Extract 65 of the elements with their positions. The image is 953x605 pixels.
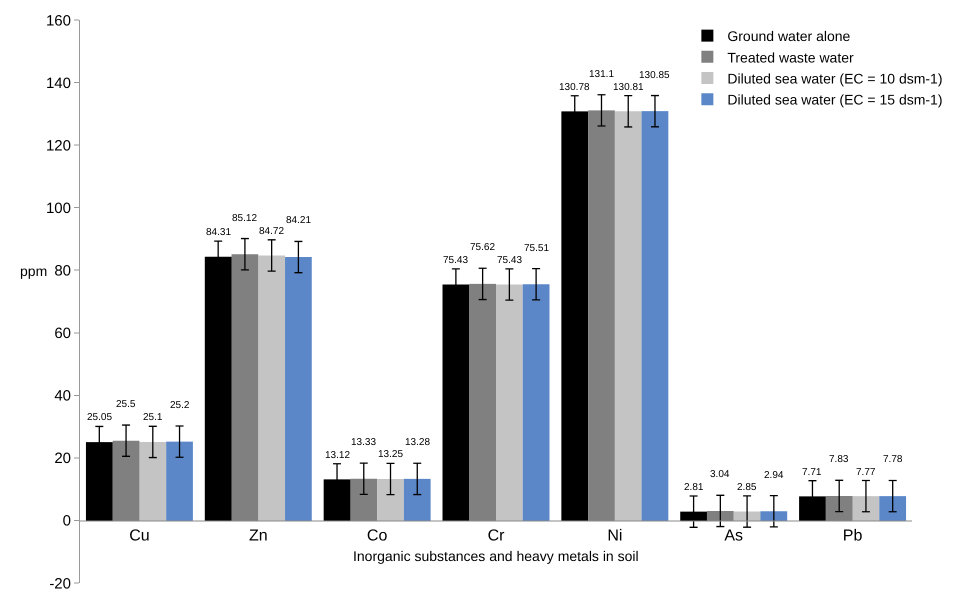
data-label: 75.43 xyxy=(497,255,522,266)
data-label: 7.83 xyxy=(829,454,849,465)
x-axis-title: Inorganic substances and heavy metals in soil xyxy=(353,548,639,564)
data-label: 2.85 xyxy=(737,482,757,493)
data-label: 13.25 xyxy=(378,449,404,460)
bar xyxy=(522,284,550,520)
bar xyxy=(258,255,286,520)
data-label: 130.78 xyxy=(559,82,590,93)
data-label: 3.04 xyxy=(710,469,730,480)
x-tick-label: As xyxy=(724,528,744,545)
data-label: 84.31 xyxy=(206,227,232,238)
legend-label: Diluted sea water (EC = 15 dsm-1) xyxy=(727,92,942,108)
bar xyxy=(139,442,166,520)
bar xyxy=(496,284,523,520)
bar xyxy=(760,511,788,520)
data-label: 75.62 xyxy=(470,242,496,253)
bar xyxy=(404,478,431,520)
y-tick-label: 100 xyxy=(46,200,71,217)
bar xyxy=(614,111,642,520)
data-label: 130.81 xyxy=(613,82,644,93)
x-tick-label: Ni xyxy=(607,528,622,545)
y-axis-title: ppm xyxy=(20,263,48,279)
data-label: 2.94 xyxy=(764,470,784,481)
legend-label: Treated waste water xyxy=(727,49,854,66)
data-label: 84.72 xyxy=(259,226,284,237)
data-label: 75.43 xyxy=(443,255,468,266)
data-label: 25.5 xyxy=(116,399,136,410)
data-label: 13.33 xyxy=(351,437,376,448)
x-tick-label: Cu xyxy=(129,528,150,545)
data-label: 84.21 xyxy=(286,215,312,226)
data-label: 7.71 xyxy=(802,467,822,478)
bar xyxy=(734,512,760,520)
data-label: 130.85 xyxy=(639,70,670,81)
data-label: 25.2 xyxy=(170,400,190,411)
data-label: 13.12 xyxy=(325,450,350,461)
data-label: 25.05 xyxy=(87,412,112,423)
y-tick-label: 60 xyxy=(54,325,71,342)
x-tick-label: Cr xyxy=(488,528,506,545)
y-tick-label: 0 xyxy=(62,512,71,530)
y-tick-label: -20 xyxy=(49,575,71,592)
x-tick-label: Pb xyxy=(842,528,862,545)
data-label: 85.12 xyxy=(232,213,258,224)
data-label: 75.51 xyxy=(524,243,550,254)
bar xyxy=(879,496,906,520)
data-label: 2.81 xyxy=(684,482,704,493)
bar xyxy=(285,257,312,520)
x-tick-label: Co xyxy=(366,528,388,545)
bar xyxy=(642,111,668,520)
data-label: 13.28 xyxy=(405,437,430,448)
x-tick-label: Zn xyxy=(248,528,268,545)
y-tick-label: 120 xyxy=(46,137,71,154)
y-tick-label: 160 xyxy=(46,12,71,30)
y-tick-label: 80 xyxy=(54,262,71,280)
bar xyxy=(377,479,404,520)
data-label: 7.77 xyxy=(856,467,876,478)
bar xyxy=(852,496,880,520)
data-label: 7.78 xyxy=(883,454,903,465)
legend-label: Ground water alone xyxy=(727,28,851,44)
legend-label: Diluted sea water (EC = 10 dsm-1) xyxy=(727,70,942,86)
y-tick-label: 40 xyxy=(54,388,71,405)
bar xyxy=(166,442,193,520)
y-tick-label: 20 xyxy=(54,450,71,468)
data-label: 131.1 xyxy=(589,69,614,80)
data-label: 25.1 xyxy=(143,412,163,423)
y-tick-label: 140 xyxy=(46,74,71,92)
